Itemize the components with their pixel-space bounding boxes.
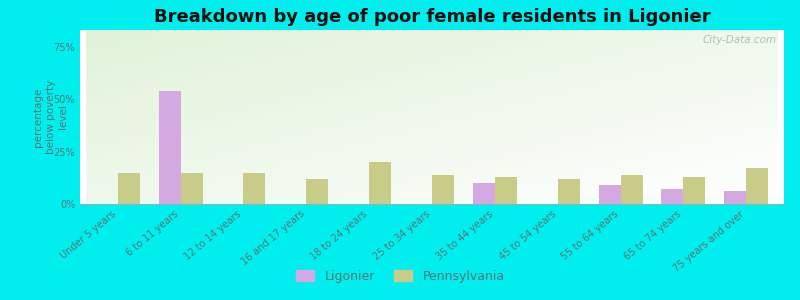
- Legend: Ligonier, Pennsylvania: Ligonier, Pennsylvania: [290, 265, 510, 288]
- Bar: [495, 177, 517, 204]
- Bar: [243, 172, 266, 204]
- Bar: [683, 177, 706, 204]
- Bar: [158, 91, 181, 204]
- Bar: [558, 179, 580, 204]
- Text: City-Data.com: City-Data.com: [703, 35, 777, 45]
- Bar: [621, 175, 642, 204]
- Y-axis label: percentage
below poverty
level: percentage below poverty level: [34, 80, 68, 154]
- Bar: [369, 162, 391, 204]
- Bar: [662, 189, 683, 204]
- Title: Breakdown by age of poor female residents in Ligonier: Breakdown by age of poor female resident…: [154, 8, 710, 26]
- Bar: [181, 172, 202, 204]
- Bar: [724, 191, 746, 204]
- Bar: [432, 175, 454, 204]
- Bar: [746, 168, 768, 204]
- Bar: [118, 172, 140, 204]
- Bar: [306, 179, 328, 204]
- Bar: [598, 185, 621, 204]
- Bar: [473, 183, 495, 204]
